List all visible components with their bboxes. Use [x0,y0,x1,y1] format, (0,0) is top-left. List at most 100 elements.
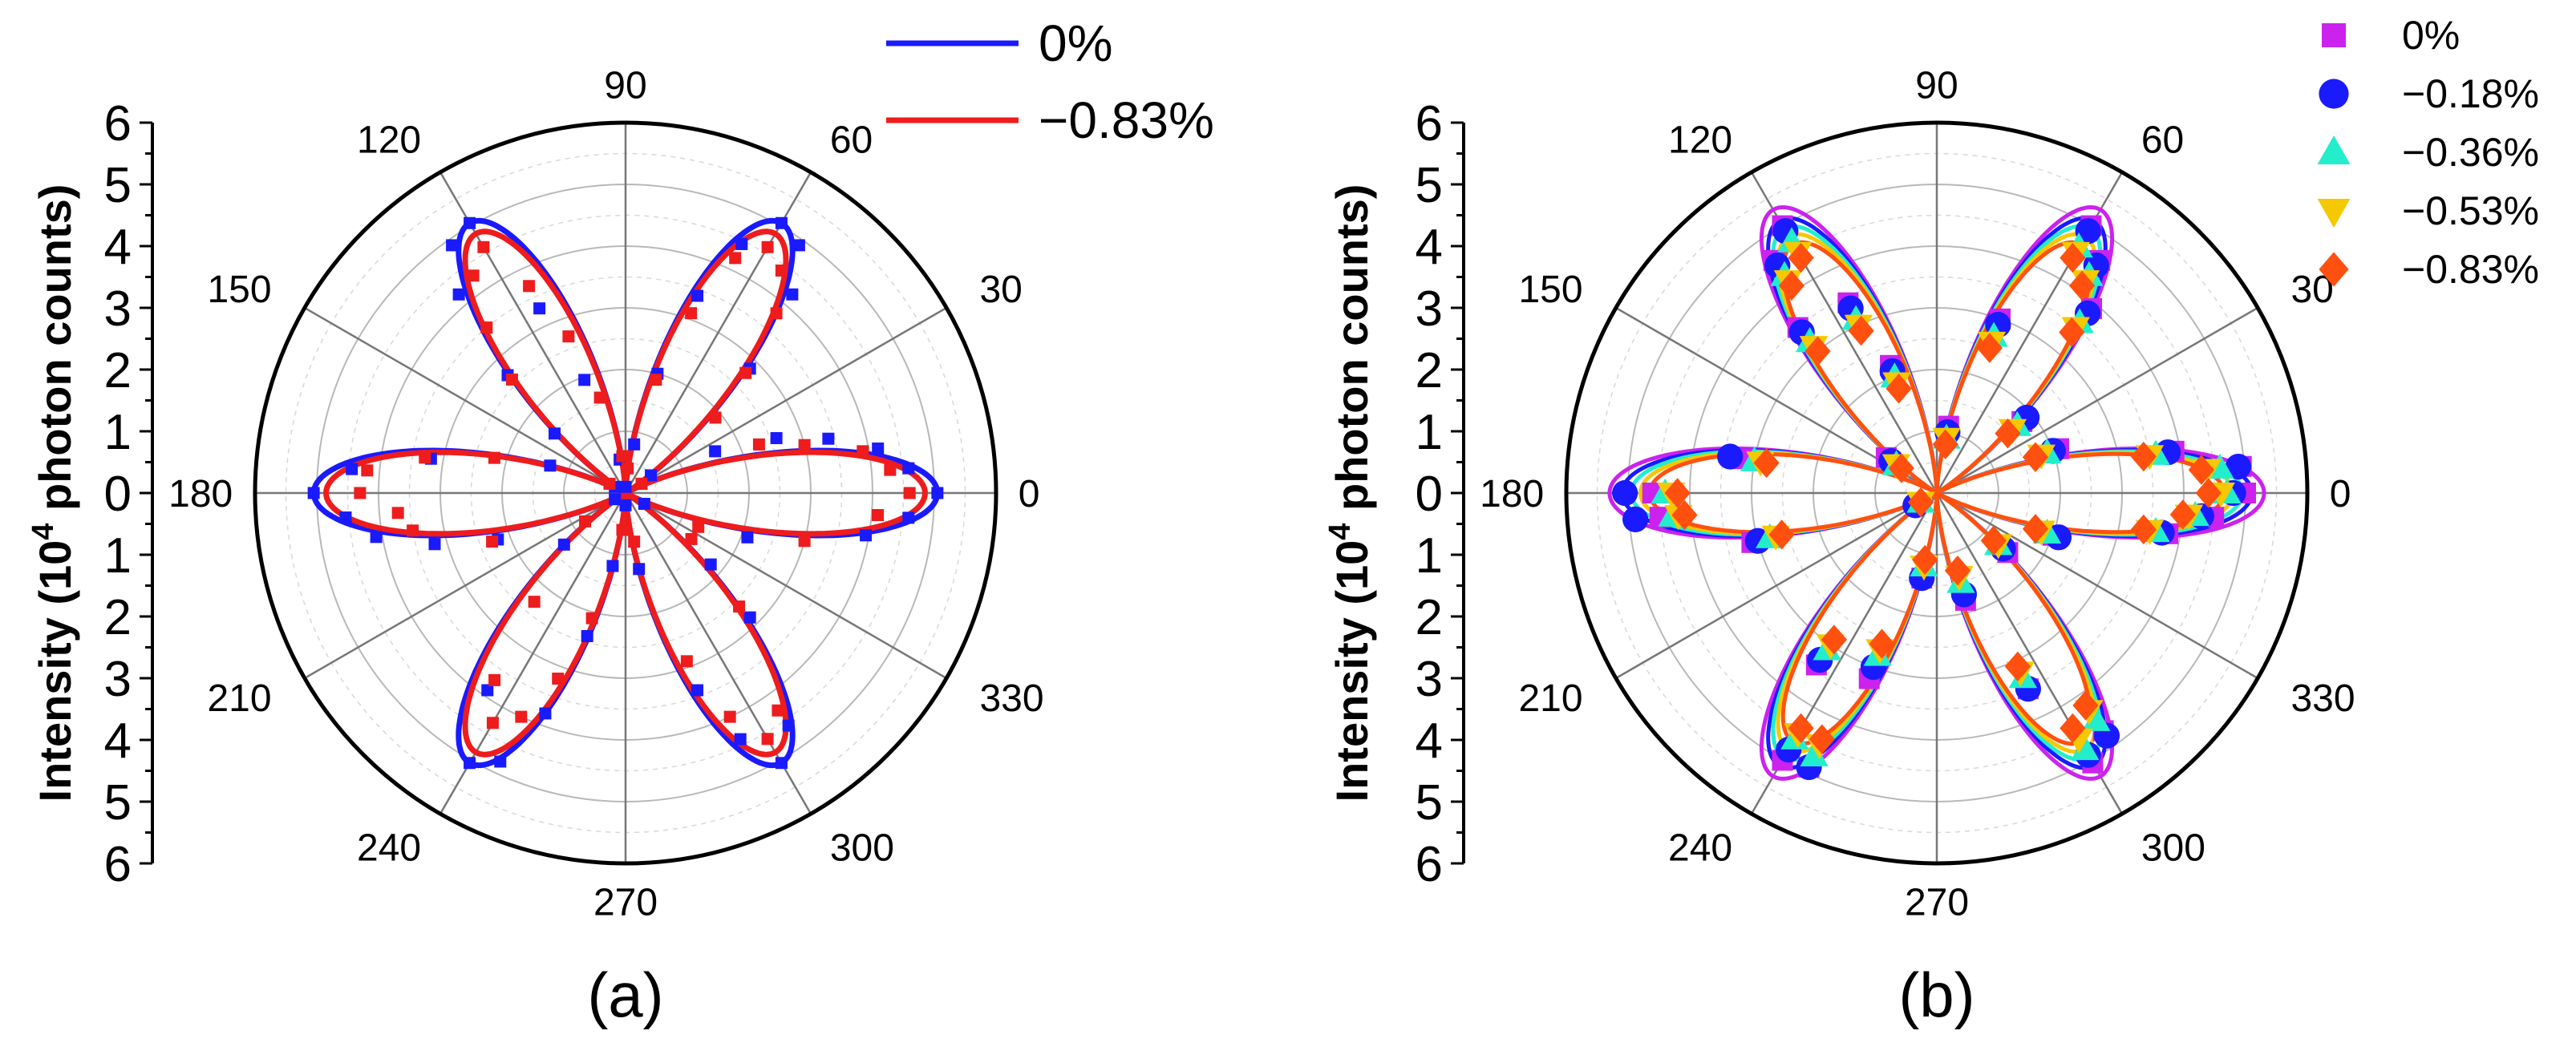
data-point [884,463,897,476]
data-point [552,673,565,685]
data-point [428,538,441,551]
radial-tick-label: 3 [104,652,132,707]
radial-tick-label: 4 [104,713,132,769]
data-point [761,733,774,746]
grid-spoke [1936,306,2258,495]
data-point [752,438,765,451]
data-point [339,511,352,524]
radial-tick-label: 1 [104,405,132,460]
data-point [770,307,783,320]
data-point [606,560,619,572]
radial-tick-label: 6 [104,96,132,152]
data-point [709,445,722,458]
data-point [1888,453,1914,483]
data-point [2071,734,2100,761]
radial-axis: 6 5 4 3 2 1 0 1 2 3 4 5 6 [1416,96,1465,892]
angle-tick-label: 120 [357,119,421,162]
legend: 0% −0.18% −0.36% −0.53% −0.83% [2317,13,2539,292]
radial-axis: 6 5 4 3 2 1 0 1 2 3 4 5 6 [104,96,154,892]
data-point [1808,724,1835,754]
data-point [609,493,622,506]
fit-curve-0 [1607,205,2266,781]
data-point [704,558,717,571]
data-point [2022,514,2049,544]
angle-tick-label: 210 [207,677,271,720]
radial-tick-label: 5 [1416,775,1443,831]
data-point [685,532,698,545]
panel-label: (b) [1898,960,1975,1030]
radial-tick-label: 5 [1416,158,1443,213]
legend-label: −0.83% [1039,91,1214,149]
legend-swatch [2322,23,2346,47]
data-point [539,707,552,720]
angle-tick-label: 270 [1905,882,1969,924]
data-point [1944,555,1971,586]
data-point [692,520,705,533]
data-point [860,529,873,542]
data-point [619,499,632,511]
grid-spoke [304,491,626,680]
data-point [1622,506,1649,533]
data-point [770,432,783,445]
data-point [1804,336,1831,366]
data-point [544,459,557,472]
data-point [419,451,431,464]
polar-outer-ring [253,120,998,866]
data-point [2195,478,2222,508]
data-point [735,237,748,250]
data-point [1788,713,1814,744]
data-point [505,373,518,386]
grid-spoke [1615,491,1938,680]
data-point [635,477,648,490]
data-point [1612,479,1638,507]
panel-a: 0306090120150180210240270300330654321012… [26,14,1214,1030]
data-point [619,480,632,493]
data-point [593,391,606,404]
data-point [1671,499,1698,531]
data-point [775,264,788,277]
data-point [480,321,493,334]
data-point [579,515,592,527]
angle-tick-label: 0 [2330,473,2351,515]
data-point [775,216,788,229]
data-point [452,288,465,301]
data-point [1907,487,1934,518]
angle-tick-label: 120 [1668,119,1732,162]
data-point [1885,374,1912,404]
data-point [486,536,499,548]
data-point [822,432,835,445]
radial-tick-label: 3 [104,281,132,337]
data-point [523,280,536,293]
data-point [709,411,722,424]
angle-tick-label: 90 [1915,64,1958,107]
data-point [488,673,501,686]
grid-spoke [304,306,626,495]
data-point [2060,242,2086,273]
data-point [549,427,561,440]
data-point [723,710,736,723]
radial-tick-label: 4 [1416,713,1443,769]
data-point [680,655,693,668]
data-point [2188,455,2214,485]
data-point [354,487,367,499]
data-point [871,509,884,522]
data-point [2060,713,2086,744]
data-point [691,289,704,302]
radial-tick-label: 6 [1416,96,1443,152]
data-point [1932,429,1958,460]
data-point [1768,519,1795,550]
data-point [633,563,646,576]
data-point [562,330,575,343]
data-point [370,531,383,544]
data-point [645,469,658,482]
data-point [792,239,805,252]
radial-tick-label: 2 [104,590,132,645]
legend: 0% −0.83% [886,14,1214,149]
data-point [1800,741,1829,766]
data-point [1869,629,1895,659]
radial-tick-label: 6 [104,837,132,892]
legend-label: −0.83% [2402,247,2539,292]
angle-tick-label: 60 [2141,119,2184,162]
data-point [782,719,795,732]
y-axis-label: Intensity (104 photon counts) [26,184,80,802]
